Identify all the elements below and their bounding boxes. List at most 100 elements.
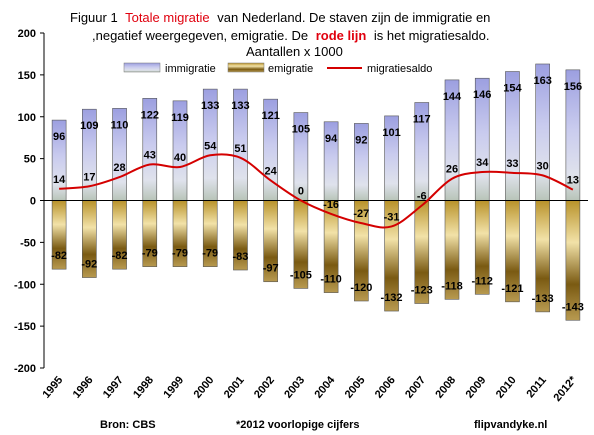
x-tick-label: 2007	[403, 374, 428, 400]
legend-swatch-immigratie	[123, 62, 161, 73]
emigratie-value-label: -79	[142, 248, 158, 260]
x-tick-label: 2004	[312, 374, 337, 401]
emigratie-value-label: -123	[411, 285, 433, 297]
title2-red: rode lijn	[316, 28, 367, 43]
saldo-value-label: 14	[53, 174, 66, 186]
immigratie-value-label: 163	[533, 75, 551, 87]
x-tick-label: 2005	[343, 374, 368, 400]
bars-layer	[51, 63, 581, 321]
emigratie-value-label: -79	[202, 248, 218, 260]
title2-part1: ,negatief weergegeven, emigratie. De	[92, 28, 308, 43]
footer-site: flipvandyke.nl	[474, 419, 547, 431]
y-tick-label: 50	[24, 154, 36, 166]
footer-source: Bron: CBS	[100, 419, 156, 431]
y-tick-label: -100	[14, 279, 36, 291]
emigratie-value-label: -82	[112, 250, 128, 262]
y-tick-label: 100	[18, 112, 36, 124]
immigratie-value-label: 144	[443, 91, 462, 103]
saldo-value-label: -16	[323, 199, 339, 211]
y-tick-label: 0	[30, 196, 36, 208]
immigratie-value-label: 154	[503, 83, 522, 95]
immigratie-value-label: 117	[413, 114, 431, 126]
x-tick-label: 1996	[71, 374, 96, 400]
emigratie-value-label: -121	[501, 283, 523, 295]
x-tick-label: 1997	[101, 374, 126, 400]
immigratie-value-label: 121	[261, 110, 279, 122]
x-tick-label: 1998	[131, 374, 156, 400]
chart-legend: immigratie emigratie migratiesaldo	[123, 62, 432, 75]
y-tick-label: 150	[18, 70, 36, 82]
y-tick-label: -50	[20, 237, 36, 249]
x-tick-label: 2000	[192, 374, 217, 400]
saldo-value-label: 33	[506, 158, 518, 170]
x-tick-label: 2011	[524, 374, 549, 400]
saldo-value-label: -6	[417, 191, 427, 203]
emigratie-value-label: -92	[81, 259, 97, 271]
legend-swatch-emigratie	[227, 62, 265, 73]
saldo-value-label: 51	[234, 143, 246, 155]
saldo-value-label: 26	[446, 164, 458, 176]
emigratie-value-label: -112	[472, 275, 493, 287]
immigratie-value-label: 94	[325, 133, 338, 145]
legend-label-emigratie: emigratie	[268, 63, 313, 75]
saldo-value-label: -27	[353, 208, 369, 220]
saldo-value-label: 34	[476, 157, 489, 169]
x-tick-label: 1995	[40, 374, 65, 400]
emigratie-value-label: -110	[320, 274, 341, 286]
emigratie-value-label: -82	[51, 250, 67, 262]
x-tick-label: 2001	[222, 374, 247, 400]
immigratie-value-label: 146	[473, 89, 491, 101]
x-tick-label: 2010	[494, 374, 519, 400]
emigratie-value-label: -97	[263, 263, 279, 275]
immigratie-value-label: 101	[382, 127, 400, 139]
emigratie-value-label: -133	[532, 293, 554, 305]
saldo-value-label: 30	[537, 160, 549, 172]
y-tick-label: -150	[14, 321, 36, 333]
emigratie-value-label: -105	[290, 269, 312, 281]
immigratie-value-label: 109	[80, 120, 98, 132]
immigratie-value-label: 133	[201, 100, 219, 112]
legend-label-immigratie: immigratie	[165, 63, 216, 75]
emigratie-value-label: -79	[172, 248, 188, 260]
chart-title-line1: Figuur 1 Totale migratie van Nederland. …	[70, 10, 490, 25]
immigratie-value-label: 122	[141, 109, 159, 121]
saldo-line-layer	[59, 153, 574, 229]
x-tick-label: 2008	[433, 374, 458, 400]
x-tick-label: 1999	[161, 374, 186, 400]
saldo-value-label: 28	[113, 162, 125, 174]
immigratie-value-label: 96	[53, 131, 65, 143]
title-part1: Figuur 1	[70, 10, 118, 25]
emigratie-value-label: -83	[232, 251, 248, 263]
chart-title-line2: ,negatief weergegeven, emigratie. De rod…	[92, 28, 490, 43]
x-tick-label: 2012*	[552, 374, 580, 404]
x-tick-label: 2006	[373, 374, 398, 400]
immigratie-value-label: 110	[111, 119, 129, 131]
immigratie-value-label: 92	[355, 134, 367, 146]
immigratie-value-label: 133	[231, 100, 249, 112]
saldo-value-label: 40	[174, 152, 186, 164]
x-axis: 1995 1996 1997 1998 1999 2000 2001 2002 2003 2004…	[40, 374, 579, 404]
saldo-value-label: -31	[384, 211, 400, 223]
footer-note: *2012 voorlopige cijfers	[236, 419, 360, 431]
immigratie-value-label: 105	[292, 124, 310, 136]
saldo-value-label: 17	[83, 171, 95, 183]
emigratie-value-label: -118	[441, 280, 462, 292]
saldo-value-label: 13	[567, 175, 579, 187]
emigratie-value-label: -143	[562, 301, 584, 313]
saldo-value-label: 43	[144, 149, 156, 161]
x-tick-label: 2003	[282, 374, 307, 400]
legend-label-migratiesaldo: migratiesaldo	[367, 63, 432, 75]
migratiesaldo-line	[59, 153, 574, 229]
y-tick-label: -200	[14, 363, 36, 375]
emigratie-value-label: -120	[350, 282, 372, 294]
title-red: Totale migratie	[125, 10, 210, 25]
emigratie-value-label: -132	[381, 292, 403, 304]
data-labels-layer: 96 -82 14 109 -92 17 110 -82 28 122 -79 43 119 -79 40 1…	[51, 75, 584, 313]
saldo-value-label: 0	[298, 186, 304, 198]
title-part2: van Nederland. De staven zijn de immigra…	[217, 10, 490, 25]
immigratie-value-label: 156	[564, 81, 582, 93]
saldo-value-label: 54	[204, 140, 217, 152]
y-tick-label: 200	[18, 28, 36, 40]
y-axis: -200 -150 -100 -50 0 50 100 150 200	[14, 28, 45, 375]
